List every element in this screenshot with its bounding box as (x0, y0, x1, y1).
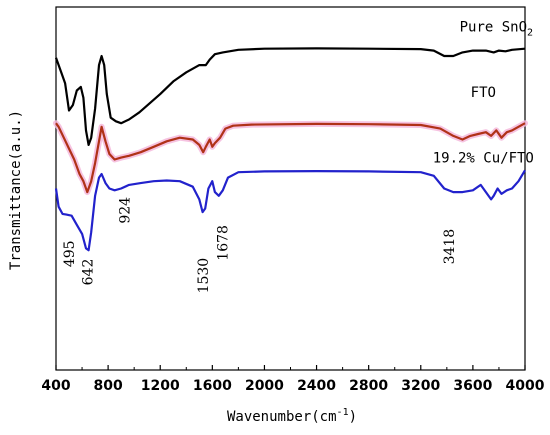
x-axis-title-main: Wavenumber(cm (227, 409, 337, 425)
series-layer (53, 47, 528, 252)
series-label-text: 19.2% Cu/FTO (433, 150, 534, 166)
series-label-2: 19.2% Cu/FTO (433, 150, 534, 166)
series-labels: Pure SnO2 FTO 19.2% Cu/FTO (433, 20, 534, 167)
series-label-text: FTO (471, 85, 496, 101)
x-tick-label: 3600 (453, 378, 492, 394)
series-label-1: FTO (471, 85, 496, 101)
peak-label-1678: 1678 (216, 225, 232, 261)
x-tick-label: 3200 (401, 378, 440, 394)
x-axis-title: Wavenumber(cm-1) (227, 407, 357, 425)
x-axis: 400 800 1200 1600 2000 2400 2800 3200 3600 4000 (41, 365, 545, 394)
x-axis-title-end: ) (349, 409, 357, 425)
peak-label-924: 924 (117, 197, 133, 224)
series-line-2 (54, 169, 526, 252)
series-label-text: Pure SnO (460, 20, 527, 36)
y-axis-title: Transmittance(a.u.) (8, 110, 24, 270)
x-tick-label: 400 (41, 378, 70, 394)
x-tick-label: 2800 (349, 378, 388, 394)
peak-label-642: 642 (81, 259, 97, 286)
peak-label-3418: 3418 (442, 229, 458, 265)
x-tick-label: 1200 (141, 378, 180, 394)
x-tick-label: 4000 (506, 378, 545, 394)
x-tick-label: 2000 (245, 378, 284, 394)
series-label-0: Pure SnO2 (460, 20, 533, 39)
x-axis-title-sup: -1 (337, 407, 349, 418)
series-line-0 (54, 47, 526, 146)
series-line-1 (55, 122, 526, 194)
peak-label-495: 495 (62, 240, 78, 267)
x-tick-label: 800 (93, 378, 122, 394)
plot-frame (55, 6, 526, 371)
x-tick-label: 1600 (193, 378, 232, 394)
x-tick-label: 2400 (297, 378, 336, 394)
peak-label-1530: 1530 (196, 258, 212, 294)
series-label-subscript: 2 (527, 28, 533, 39)
